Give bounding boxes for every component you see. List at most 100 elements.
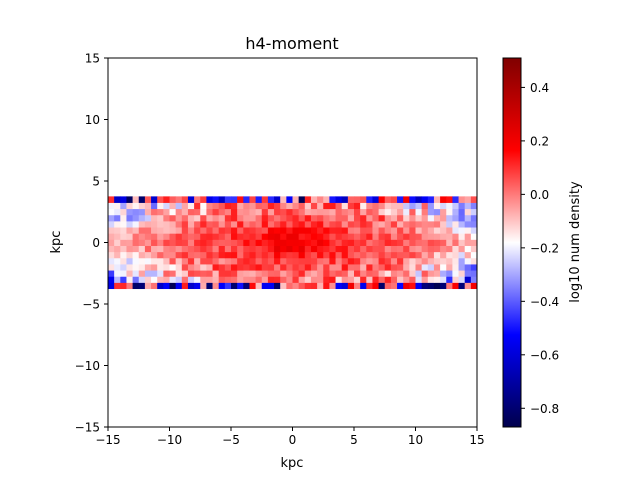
heatmap-cell	[231, 276, 238, 283]
heatmap-cell	[157, 196, 164, 203]
heatmap-cell	[366, 276, 373, 283]
heatmap-cell	[470, 233, 478, 240]
heatmap-cell	[194, 264, 201, 271]
heatmap-cell	[440, 276, 447, 283]
heatmap-cell	[360, 220, 367, 228]
heatmap-cell	[298, 264, 306, 271]
heatmap-cell	[310, 202, 318, 210]
heatmap-cell	[440, 233, 447, 240]
heatmap-cell	[144, 220, 152, 228]
colorbar-label: log10 num density	[568, 181, 583, 303]
heatmap-cell	[126, 270, 133, 277]
heatmap-cell	[144, 257, 152, 265]
heatmap-cell	[249, 264, 256, 271]
heatmap-cell	[286, 282, 293, 290]
heatmap-cell	[390, 264, 398, 271]
heatmap-cell	[237, 257, 244, 265]
heatmap-cell	[206, 257, 213, 265]
heatmap-cell	[372, 245, 379, 253]
heatmap-cell	[452, 196, 459, 203]
heatmap-cell	[169, 214, 177, 222]
heatmap-cell	[187, 264, 195, 271]
heatmap-cell	[181, 220, 189, 228]
heatmap-cell	[163, 264, 170, 271]
heatmap-cell	[274, 264, 281, 271]
heatmap-cell	[360, 270, 367, 277]
heatmap-cell	[274, 282, 281, 290]
heatmap-cell	[415, 257, 423, 265]
heatmap-cell	[261, 270, 269, 277]
heatmap-cell	[286, 196, 293, 203]
heatmap-cell	[163, 233, 170, 240]
heatmap-cell	[163, 220, 170, 228]
heatmap-cell	[169, 270, 177, 277]
heatmap-cell	[292, 227, 300, 234]
heatmap-cell	[212, 282, 220, 290]
heatmap-cell	[218, 251, 226, 259]
heatmap-cell	[341, 227, 349, 234]
heatmap-cell	[464, 251, 472, 259]
heatmap-cell	[378, 202, 386, 210]
heatmap-cell	[384, 220, 392, 228]
heatmap-cell	[298, 239, 306, 246]
heatmap-cell	[144, 270, 152, 277]
heatmap-cell	[464, 276, 472, 283]
heatmap-cell	[378, 227, 386, 234]
heatmap-cell	[427, 245, 435, 253]
heatmap-cell	[378, 214, 386, 222]
heatmap-cell	[138, 270, 146, 277]
heatmap-cell	[446, 208, 453, 216]
heatmap-cell	[181, 208, 189, 216]
heatmap-cell	[304, 245, 312, 253]
heatmap-cell	[433, 276, 441, 283]
heatmap-cell	[292, 208, 300, 216]
heatmap-cell	[292, 282, 300, 290]
heatmap-cell	[231, 233, 238, 240]
heatmap-cell	[187, 245, 195, 253]
heatmap-cell	[310, 239, 318, 246]
heatmap-cell	[255, 276, 263, 283]
heatmap-cell	[187, 257, 195, 265]
heatmap-cell	[151, 214, 158, 222]
heatmap-cell	[286, 239, 293, 246]
heatmap-cell	[126, 257, 133, 265]
heatmap-cell	[464, 214, 472, 222]
heatmap-cell	[354, 233, 361, 240]
heatmap-cell	[427, 251, 435, 259]
heatmap-cell	[415, 270, 423, 277]
heatmap-cell	[310, 233, 318, 240]
heatmap-cell	[163, 214, 170, 222]
heatmap-cell	[108, 270, 115, 277]
heatmap-cell	[446, 276, 453, 283]
heatmap-cell	[114, 233, 121, 240]
heatmap-cell	[304, 233, 312, 240]
heatmap-cell	[218, 245, 226, 253]
heatmap-cell	[126, 220, 133, 228]
heatmap-cell	[433, 208, 441, 216]
heatmap-cell	[415, 208, 423, 216]
heatmap-cell	[409, 282, 416, 290]
heatmap-cell	[397, 270, 404, 277]
heatmap-cell	[421, 264, 429, 271]
heatmap-cell	[341, 245, 349, 253]
heatmap-cell	[298, 233, 306, 240]
heatmap-cell	[446, 257, 453, 265]
heatmap-cell	[378, 251, 386, 259]
heatmap-cell	[187, 208, 195, 216]
heatmap-cell	[384, 233, 392, 240]
heatmap-cell	[231, 251, 238, 259]
heatmap-cell	[249, 282, 256, 290]
heatmap-cell	[384, 270, 392, 277]
heatmap-cell	[120, 270, 127, 277]
heatmap-cell	[464, 264, 472, 271]
heatmap-cell	[341, 208, 349, 216]
heatmap-cell	[427, 227, 435, 234]
heatmap-cell	[181, 233, 189, 240]
heatmap-cell	[267, 214, 275, 222]
heatmap-cells	[108, 196, 478, 290]
heatmap-cell	[181, 251, 189, 259]
heatmap-cell	[427, 276, 435, 283]
heatmap-cell	[384, 202, 392, 210]
heatmap-cell	[446, 227, 453, 234]
heatmap-cell	[317, 196, 324, 203]
